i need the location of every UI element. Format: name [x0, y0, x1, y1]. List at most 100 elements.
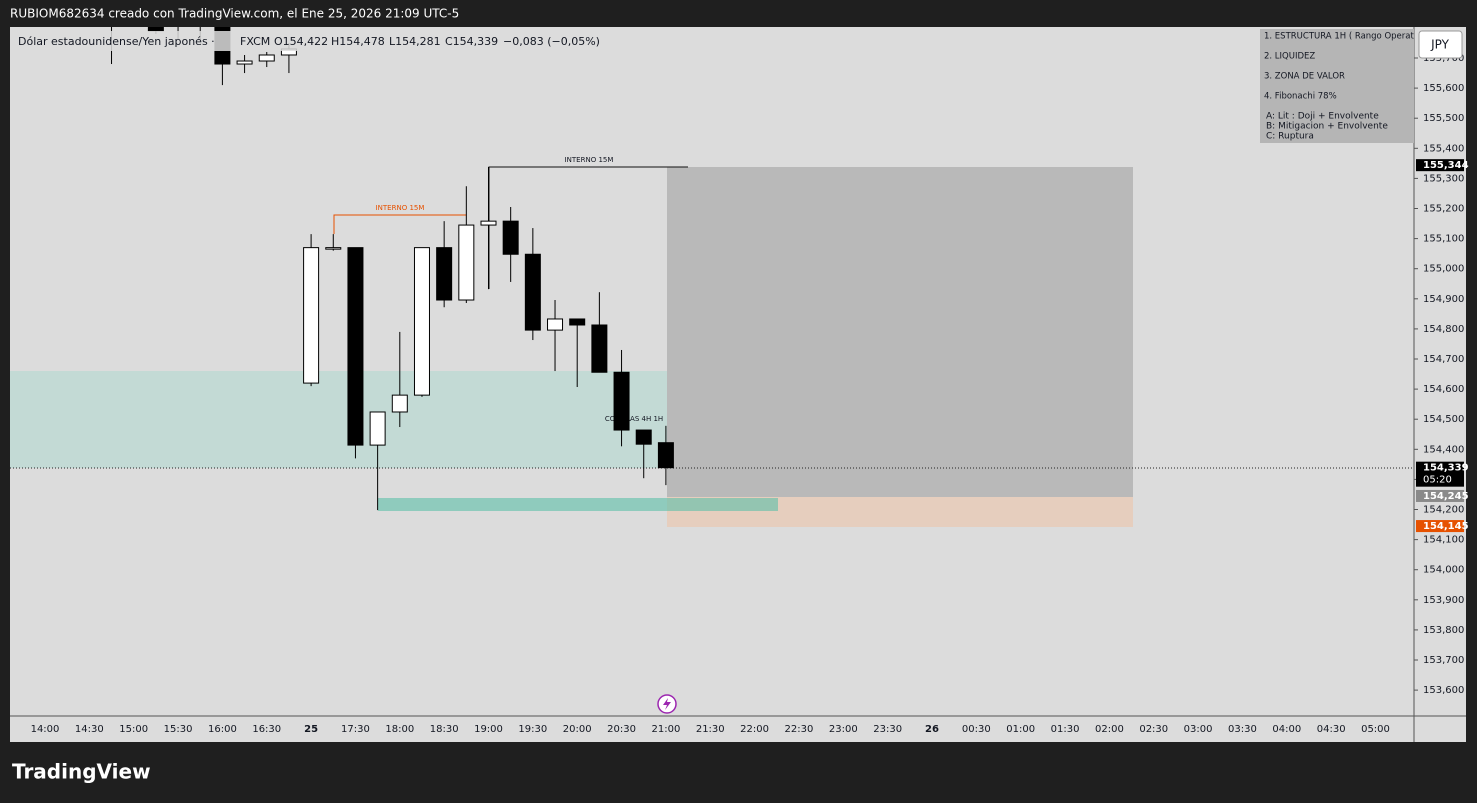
legend-bg: [14, 31, 604, 51]
ohlc-label: H154,478: [331, 35, 385, 48]
annotation: COMPRAS 4H 1H: [605, 415, 663, 423]
candle-body: [480, 220, 497, 226]
y-tick-label: 154,900: [1423, 294, 1464, 305]
x-tick-label: 00:30: [962, 724, 991, 735]
price-tag: [1416, 520, 1464, 533]
x-tick-label: 25: [304, 724, 318, 735]
y-tick-label: 155,400: [1423, 143, 1464, 154]
candle-body: [147, 27, 164, 32]
x-tick-label: 15:00: [119, 724, 148, 735]
candle-body: [657, 442, 674, 469]
liquidity-strip: [378, 498, 778, 511]
x-tick-label: 15:30: [164, 724, 193, 735]
candle-body: [502, 220, 519, 255]
candle-body: [458, 224, 475, 301]
candle-body: [325, 247, 342, 250]
price-tag: [1416, 461, 1464, 487]
note: 1. ESTRUCTURA 1H ( Rango Operativo ): [1264, 32, 1432, 42]
ohlc-label: C154,339: [445, 35, 498, 48]
x-tick-label: 18:30: [430, 724, 459, 735]
annotation: INTERNO 15M: [565, 156, 614, 164]
candle-body: [613, 371, 630, 431]
y-tick-label: 155,500: [1423, 113, 1464, 124]
note: C: Ruptura: [1266, 132, 1314, 142]
annotation: INTERNO 15M: [376, 204, 425, 212]
x-tick-label: 22:00: [740, 724, 769, 735]
currency-button[interactable]: [1418, 30, 1463, 59]
x-tick-label: 02:30: [1139, 724, 1168, 735]
note: 3. ZONA DE VALOR: [1264, 72, 1345, 82]
y-tick-label: 154,600: [1423, 384, 1464, 395]
logo: TradingView: [12, 760, 151, 784]
x-tick-label: 21:30: [696, 724, 725, 735]
y-tick-label: 155,300: [1423, 173, 1464, 184]
note: B: Mitigacion + Envolvente: [1266, 122, 1388, 132]
candle-body: [369, 411, 386, 446]
y-tick-label: 154,200: [1423, 505, 1464, 516]
candle-body: [303, 247, 320, 384]
ohlc-label: L154,281: [389, 35, 441, 48]
x-tick-label: 05:00: [1361, 724, 1390, 735]
notes-panel: [1260, 29, 1414, 143]
candle-body: [591, 324, 608, 373]
x-tick-label: 19:30: [518, 724, 547, 735]
countdown: 05:20: [1423, 475, 1452, 486]
candle-body: [258, 54, 275, 62]
y-tick-label: 154,500: [1423, 414, 1464, 425]
price-tag-label: 154,145: [1423, 521, 1469, 532]
y-tick-label: 155,700: [1423, 53, 1464, 64]
x-tick-label: 22:30: [785, 724, 814, 735]
y-tick-label: 154,400: [1423, 444, 1464, 455]
x-tick-label: 21:00: [651, 724, 680, 735]
x-tick-label: 16:30: [252, 724, 281, 735]
source: FXCM: [240, 35, 270, 48]
x-tick-label: 04:30: [1317, 724, 1346, 735]
price-tag: [1416, 159, 1464, 172]
x-tick-label: 04:00: [1272, 724, 1301, 735]
ohlc-label: O154,422: [274, 35, 328, 48]
y-tick-label: 154,700: [1423, 354, 1464, 365]
value-zone: [10, 371, 667, 468]
y-tick-label: 153,600: [1423, 685, 1464, 696]
x-tick-label: 14:30: [75, 724, 104, 735]
y-tick-label: 154,800: [1423, 324, 1464, 335]
y-tick-label: 154,000: [1423, 565, 1464, 576]
candle-body: [569, 318, 586, 326]
candle-body: [236, 60, 253, 65]
candle-body: [635, 429, 652, 445]
x-tick-label: 20:00: [563, 724, 592, 735]
y-tick-label: 153,900: [1423, 595, 1464, 606]
price-tag: [1416, 489, 1464, 502]
event-icon-bolt: [663, 698, 671, 710]
x-tick-label: 20:30: [607, 724, 636, 735]
y-tick-label: 154,100: [1423, 535, 1464, 546]
note: 2. LIQUIDEZ: [1264, 52, 1315, 62]
x-tick-label: 01:30: [1051, 724, 1080, 735]
x-tick-label: 23:30: [873, 724, 902, 735]
x-tick-label: 03:30: [1228, 724, 1257, 735]
price-tag-label: 155,344: [1423, 160, 1469, 171]
y-tick-label: 155,200: [1423, 204, 1464, 215]
candle-body: [547, 318, 564, 331]
x-tick-label: 02:00: [1095, 724, 1124, 735]
note: 4. Fibonachi 78%: [1264, 92, 1337, 102]
candle-body: [436, 247, 453, 301]
symbol: Dólar estadounidense/Yen japonés ·: [18, 35, 215, 48]
candle-body: [524, 253, 541, 331]
y-tick-label: 155,000: [1423, 264, 1464, 275]
y-tick-label: 155,100: [1423, 234, 1464, 245]
attribution: RUBIOM682634 creado con TradingView.com,…: [10, 7, 459, 21]
structure-line: [333, 214, 466, 234]
ohlc-label: −0,083 (−0,05%): [503, 35, 600, 48]
x-tick-label: 17:30: [341, 724, 370, 735]
x-tick-label: 03:00: [1184, 724, 1213, 735]
x-tick-label: 14:00: [31, 724, 60, 735]
price-tag-label: 154,339: [1423, 463, 1469, 474]
y-tick-label: 155,600: [1423, 83, 1464, 94]
x-tick-label: 23:00: [829, 724, 858, 735]
x-tick-label: 16:00: [208, 724, 237, 735]
range-box: [667, 167, 1133, 497]
x-tick-label: 26: [925, 724, 939, 735]
candle-body: [391, 394, 408, 413]
